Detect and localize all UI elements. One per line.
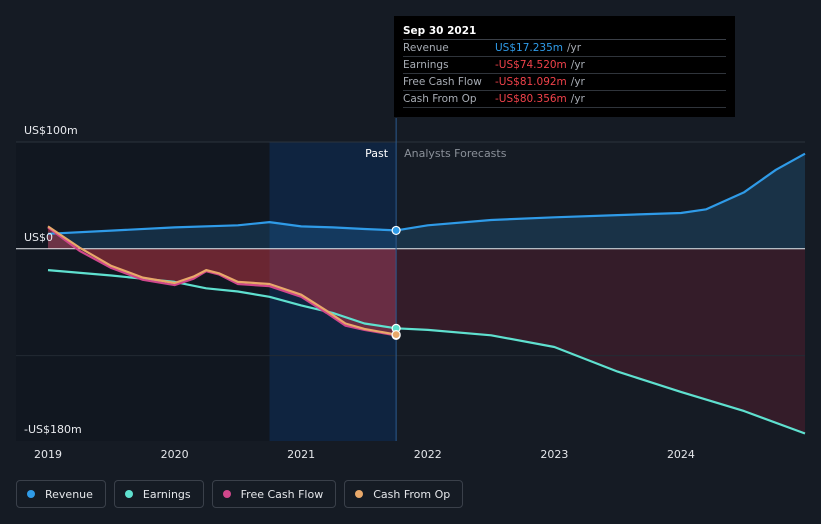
tooltip-fcf-value: -US$81.092m (495, 76, 567, 88)
cash-from-op-marker (391, 330, 401, 340)
tooltip-revenue-unit: /yr (567, 42, 582, 54)
legend-label: Revenue (45, 487, 93, 501)
tooltip-cfo-label: Cash From Op (403, 93, 477, 105)
legend-dot-icon (355, 490, 364, 498)
y-tick-label: -US$180m (24, 423, 82, 436)
cash-from-op-line (47, 225, 397, 336)
x-tick-label: 2019 (34, 448, 62, 461)
legend-dot-icon (124, 490, 133, 498)
y-tick-label: US$100m (24, 124, 78, 137)
tooltip-fcf-label: Free Cash Flow (403, 76, 482, 88)
tooltip-date: Sep 30 2021 (403, 23, 726, 40)
legend-label: Cash From Op (373, 487, 451, 501)
x-tick-label: 2024 (667, 448, 695, 461)
tooltip-revenue-value: US$17.235m (495, 42, 563, 54)
tooltip: Sep 30 2021 Revenue US$17.235m /yr Earni… (394, 16, 735, 117)
y-axis-labels: US$100m US$0 -US$180m (24, 124, 82, 436)
past-loss-area (48, 226, 397, 335)
x-tick-label: 2023 (540, 448, 568, 461)
y-tick-label: US$0 (24, 231, 53, 244)
tooltip-row-earnings: Earnings -US$74.520m /yr (403, 57, 726, 74)
legend-item-earnings[interactable]: Earnings (113, 480, 204, 508)
legend-dot-icon (222, 490, 231, 498)
legend-item-revenue[interactable]: Revenue (16, 480, 106, 508)
legend-item-cash-from-op[interactable]: Cash From Op (344, 480, 464, 508)
revenue-marker (391, 225, 401, 236)
area-fills (48, 153, 805, 434)
past-label: Past (365, 147, 389, 160)
forecast-label: Analysts Forecasts (404, 147, 507, 160)
x-tick-label: 2022 (414, 448, 442, 461)
legend-label: Earnings (142, 487, 191, 501)
tooltip-cfo-value: -US$80.356m (495, 93, 567, 105)
legend-item-free-cash-flow[interactable]: Free Cash Flow (211, 480, 337, 508)
revenue-area (48, 153, 805, 249)
earnings-line (47, 269, 806, 435)
tooltip-revenue-label: Revenue (403, 42, 449, 54)
tooltip-fcf-unit: /yr (570, 76, 585, 88)
grid-lines (16, 141, 805, 357)
tooltip-earnings-label: Earnings (403, 59, 449, 71)
x-tick-label: 2021 (287, 448, 315, 461)
tooltip-row-revenue: Revenue US$17.235m /yr (403, 40, 726, 57)
x-tick-label: 2020 (161, 448, 189, 461)
revenue-line (47, 152, 806, 235)
forecast-loss-area (396, 248, 805, 434)
tooltip-earnings-value: -US$74.520m (495, 59, 567, 71)
legend-dot-icon (27, 490, 35, 498)
tooltip-row-fcf: Free Cash Flow -US$81.092m /yr (403, 74, 726, 91)
current-value-markers (391, 225, 401, 340)
legend-label: Free Cash Flow (240, 487, 324, 501)
tooltip-row-cfo: Cash From Op -US$80.356m /yr (403, 91, 726, 108)
legend: Revenue Earnings Free Cash Flow Cash Fro… (16, 480, 464, 508)
tooltip-earnings-unit: /yr (570, 59, 585, 71)
chart-area: US$100m US$0 -US$180m 2019 2020 2021 2022 2023… (16, 118, 806, 461)
tooltip-cfo-unit: /yr (570, 93, 585, 105)
series-lines (47, 152, 806, 435)
x-axis-labels: 2019 2020 2021 2022 2023 2024 (34, 448, 695, 461)
